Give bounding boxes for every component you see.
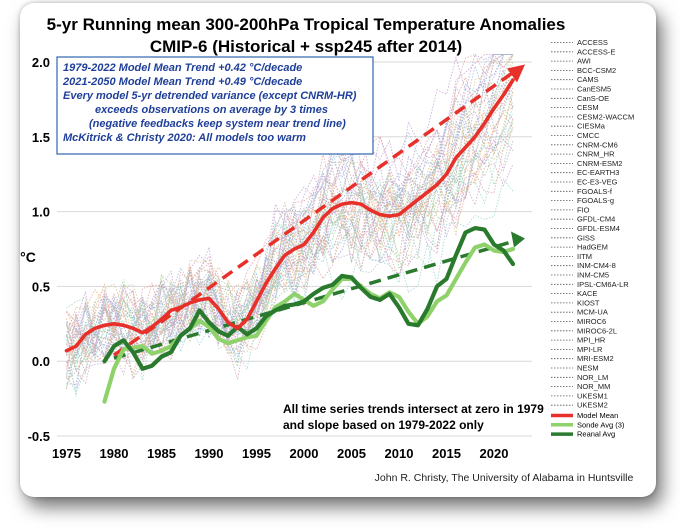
x-tick-label: 2015 bbox=[432, 446, 461, 461]
legend-label: ACCESS-E bbox=[577, 47, 615, 56]
legend-label: Sonde Avg (3) bbox=[577, 420, 625, 429]
model-series-mpi-lr bbox=[66, 60, 514, 347]
trend-note: All time series trends intersect at zero… bbox=[278, 398, 544, 434]
legend-label: CNRM-ESM2 bbox=[577, 159, 622, 168]
legend-label: GFDL-CM4 bbox=[577, 215, 615, 224]
legend-label: MCM-UA bbox=[577, 308, 608, 317]
y-tick-label: 1.0 bbox=[32, 205, 50, 220]
annotation-line-4: exceeds observations on average by 3 tim… bbox=[95, 104, 328, 116]
x-tick-label: 2000 bbox=[290, 446, 319, 461]
chart-subtitle: CMIP-6 (Historical + ssp245 after 2014) bbox=[150, 37, 462, 56]
model-series-cnrm-hr bbox=[66, 120, 514, 387]
legend-label: FGOALS-g bbox=[577, 196, 614, 205]
legend-label: CAMS bbox=[577, 75, 599, 84]
legend-label: MPI_HR bbox=[577, 336, 606, 345]
legend-label: CMCC bbox=[577, 131, 600, 140]
model-mean-trend-arrowhead bbox=[507, 64, 525, 83]
model-series-ukesm2 bbox=[66, 54, 513, 357]
legend-label: Reanal Avg bbox=[577, 430, 615, 439]
model-series-inm-cm5 bbox=[66, 70, 514, 372]
legend-label: CanS-OE bbox=[577, 94, 609, 103]
annotation-box: 1979-2022 Model Mean Trend +0.42 °C/deca… bbox=[56, 56, 374, 155]
y-tick-label: 0.5 bbox=[32, 279, 50, 294]
x-tick-label: 1975 bbox=[52, 446, 81, 461]
legend-label: GFDL-ESM4 bbox=[577, 224, 620, 233]
model-series-fgoals-f bbox=[66, 53, 514, 378]
legend-label: UKESM2 bbox=[577, 401, 608, 410]
legend-label: MRI-ESM2 bbox=[577, 354, 614, 363]
legend-label: FIO bbox=[577, 205, 590, 214]
legend-label: FGOALS-f bbox=[577, 187, 613, 196]
legend-label: MIROC6-2L bbox=[577, 326, 617, 335]
legend-label: KIOST bbox=[577, 298, 600, 307]
model-series-giss bbox=[66, 54, 514, 370]
legend-label: EC-E3-VEG bbox=[577, 178, 618, 187]
legend-label: NOR_MM bbox=[577, 382, 610, 391]
y-tick-label: 2.0 bbox=[32, 55, 50, 70]
x-tick-label: 1980 bbox=[100, 446, 129, 461]
legend-label: MPI-LR bbox=[577, 345, 603, 354]
trend-note-line-1: All time series trends intersect at zero… bbox=[283, 402, 544, 416]
chart-title: 5-yr Running mean 300-200hPa Tropical Te… bbox=[47, 15, 566, 34]
x-tick-label: 2010 bbox=[385, 446, 414, 461]
observed-trend-line bbox=[113, 239, 514, 360]
trend-note-line-2: and slope based on 1979-2022 only bbox=[283, 418, 484, 432]
legend-label: IITM bbox=[577, 252, 592, 261]
legend-label: AWI bbox=[577, 57, 591, 66]
legend-label: INM-CM4-8 bbox=[577, 261, 616, 270]
model-series-fgoals-g bbox=[66, 77, 514, 389]
model-series-inm-cm4-8 bbox=[66, 53, 513, 339]
annotation-line-3: Every model 5-yr detrended variance (exc… bbox=[63, 90, 357, 102]
legend-label: NOR_LM bbox=[577, 373, 608, 382]
model-mean-line bbox=[64, 78, 515, 353]
legend-label: Model Mean bbox=[577, 411, 618, 420]
legend-label: CanESM5 bbox=[577, 85, 611, 94]
observed-trend-arrowhead bbox=[511, 231, 525, 248]
legend-label: NESM bbox=[577, 364, 599, 373]
legend-label: KACE bbox=[577, 289, 597, 298]
annotation-line-5: (negative feedbacks keep system near tre… bbox=[89, 118, 346, 130]
legend-label: CESM2-WACCM bbox=[577, 112, 634, 121]
model-series-cmcc bbox=[66, 79, 514, 365]
legend-label: UKESM1 bbox=[577, 391, 608, 400]
sonde-avg-line bbox=[102, 242, 516, 404]
model-series-canesm5 bbox=[66, 178, 514, 394]
x-tick-label: 2020 bbox=[480, 446, 509, 461]
legend: ACCESSACCESS-EAWIBCC-CSM2CAMSCanESM5CanS… bbox=[551, 38, 634, 439]
y-tick-label: 0.0 bbox=[32, 354, 50, 369]
annotation-line-6: McKitrick & Christy 2020: All models too… bbox=[63, 132, 306, 144]
legend-label: MIROC6 bbox=[577, 317, 606, 326]
y-tick-labels: -0.5 0.0 0.5 1.0 1.5 2.0 bbox=[28, 55, 50, 444]
model-series-ciesma bbox=[66, 54, 513, 353]
legend-label: GISS bbox=[577, 233, 595, 242]
legend-label: INM-CM5 bbox=[577, 271, 609, 280]
y-tick-label: -0.5 bbox=[28, 429, 50, 444]
legend-label: IPSL-CM6A-LR bbox=[577, 280, 629, 289]
legend-label: CESM bbox=[577, 103, 599, 112]
x-tick-label: 1985 bbox=[147, 446, 176, 461]
legend-label: BCC-CSM2 bbox=[577, 66, 616, 75]
x-tick-labels: 1975 1980 1985 1990 1995 2000 2005 2010 2015 2020 bbox=[52, 446, 508, 461]
x-tick-label: 2005 bbox=[337, 446, 366, 461]
model-series-miroc6 bbox=[66, 84, 514, 356]
x-tick-label: 1995 bbox=[242, 446, 271, 461]
x-tick-label: 1990 bbox=[195, 446, 224, 461]
legend-label: EC-EARTH3 bbox=[577, 168, 619, 177]
model-series-ukesm1 bbox=[66, 92, 514, 350]
annotation-line-2: 2021-2050 Model Mean Trend +0.49 °C/deca… bbox=[62, 76, 302, 88]
legend-label: CNRM-CM6 bbox=[577, 140, 618, 149]
y-tick-label: 1.5 bbox=[32, 130, 50, 145]
credit: John R. Christy, The University of Alaba… bbox=[375, 472, 634, 484]
y-axis-label: °C bbox=[20, 249, 36, 265]
legend-label: HadGEM bbox=[577, 243, 608, 252]
model-series-mcm-ua bbox=[66, 54, 513, 375]
model-series-nor-lm bbox=[66, 162, 514, 361]
legend-label: CNRM_HR bbox=[577, 150, 615, 159]
legend-label: CIESMa bbox=[577, 122, 606, 131]
reanal-avg-line bbox=[102, 226, 516, 371]
annotation-line-1: 1979-2022 Model Mean Trend +0.42 °C/deca… bbox=[63, 62, 302, 74]
observed-series-group bbox=[64, 78, 516, 404]
legend-label: ACCESS bbox=[577, 38, 608, 47]
